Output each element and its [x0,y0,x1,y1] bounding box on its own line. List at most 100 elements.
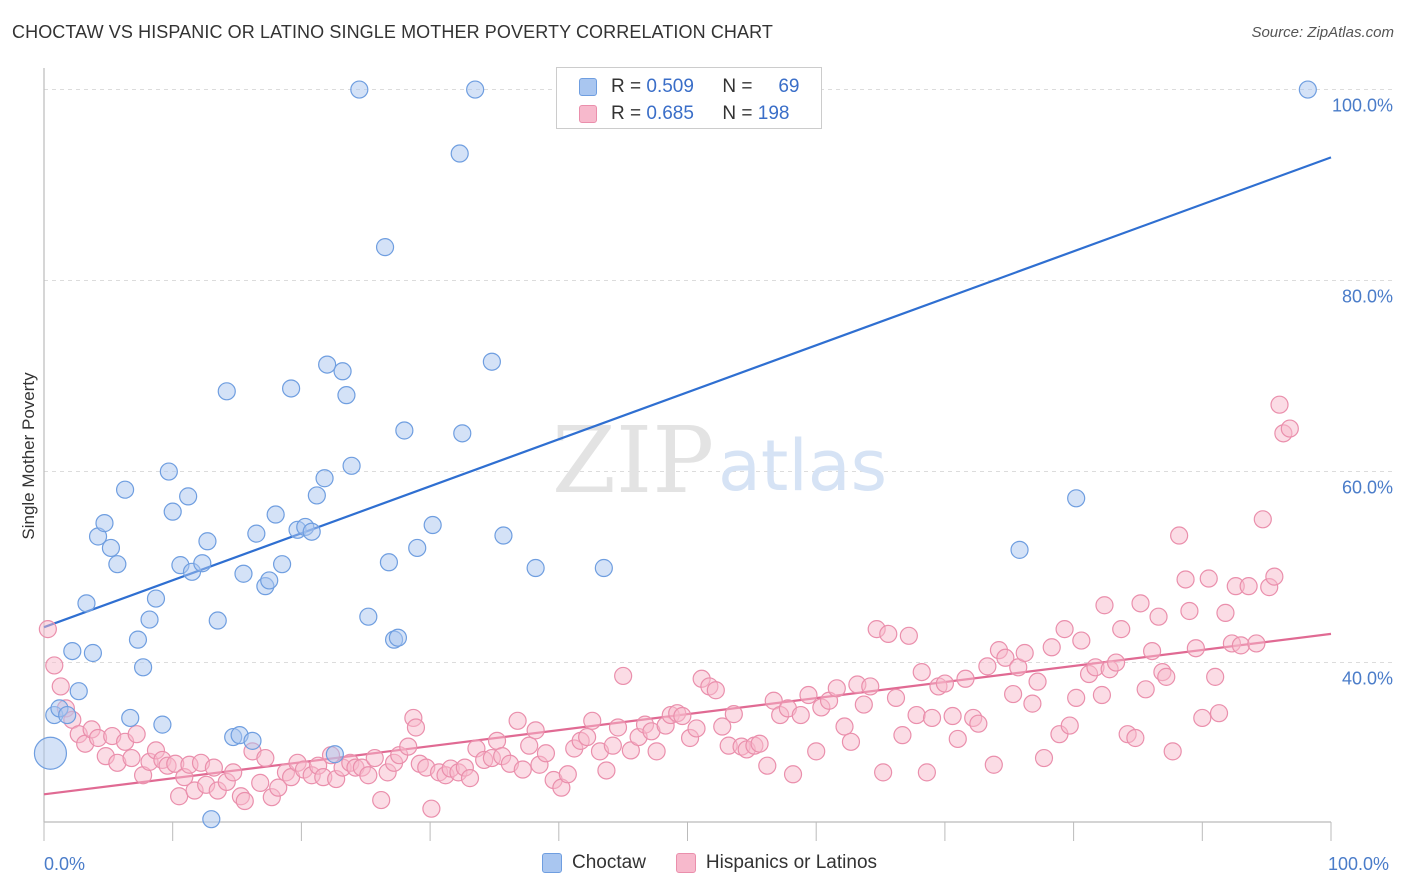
hispanic-point[interactable] [1095,596,1114,615]
choctaw-point[interactable] [260,571,279,590]
hispanic-point[interactable] [1023,694,1042,713]
hispanic-point[interactable] [487,731,507,750]
choctaw-point[interactable] [307,486,326,505]
hispanic-point[interactable] [1239,577,1258,596]
hispanic-point[interactable] [706,681,725,700]
choctaw-point[interactable] [217,382,236,401]
hispanic-point[interactable] [536,744,556,763]
hispanic-point[interactable] [269,778,288,797]
hispanic-point[interactable] [807,742,826,761]
choctaw-point[interactable] [198,532,217,551]
hispanic-point[interactable] [647,742,666,761]
hispanic-point[interactable] [724,705,743,724]
choctaw-point[interactable] [179,487,198,506]
hispanic-point[interactable] [948,729,967,749]
choctaw-point[interactable] [83,643,103,663]
hispanic-point[interactable] [51,677,70,696]
choctaw-point[interactable] [1010,540,1029,559]
choctaw-point[interactable] [133,658,153,677]
hispanic-point[interactable] [1042,638,1061,657]
hispanic-point[interactable] [1206,667,1225,686]
choctaw-point[interactable] [342,456,361,475]
choctaw-point[interactable] [159,462,178,481]
hispanic-point[interactable] [1270,395,1289,414]
hispanic-point[interactable] [1112,620,1131,639]
hispanic-point[interactable] [399,737,418,756]
hispanic-point[interactable] [365,748,384,768]
hispanic-point[interactable] [984,755,1003,774]
legend-item-hispanics[interactable]: Hispanics or Latinos [675,852,877,874]
hispanic-point[interactable] [978,657,997,676]
choctaw-point[interactable] [247,524,266,543]
choctaw-point[interactable] [69,682,88,701]
choctaw-point[interactable] [379,553,399,572]
choctaw-point[interactable] [208,611,227,630]
hispanic-point[interactable] [1136,680,1155,699]
hispanic-point[interactable] [578,727,597,747]
choctaw-point[interactable] [302,522,321,541]
hispanic-point[interactable] [1186,639,1205,658]
choctaw-point[interactable] [359,607,378,626]
choctaw-point[interactable] [350,80,369,99]
hispanic-point[interactable] [1180,601,1199,621]
choctaw-point[interactable] [337,386,356,405]
choctaw-point[interactable] [375,238,395,257]
choctaw-point[interactable] [115,480,135,499]
choctaw-point[interactable] [388,628,408,647]
hispanic-point[interactable] [520,736,539,755]
choctaw-point[interactable] [482,352,501,371]
hispanic-point[interactable] [783,765,803,784]
hispanic-point[interactable] [1247,634,1266,653]
hispanic-point[interactable] [1253,510,1272,529]
choctaw-point[interactable] [101,538,121,558]
legend-item-choctaw[interactable]: Choctaw [542,852,646,874]
hispanic-point[interactable] [1209,704,1229,723]
hispanic-point[interactable] [1060,716,1079,735]
choctaw-point[interactable] [95,514,114,533]
choctaw-point[interactable] [77,594,96,613]
choctaw-point[interactable] [108,555,127,574]
choctaw-point[interactable] [1067,489,1086,508]
hispanic-point[interactable] [1157,667,1176,686]
hispanic-point[interactable] [204,758,223,777]
choctaw-point[interactable] [494,526,513,545]
hispanic-point[interactable] [861,677,880,696]
hispanic-point[interactable] [1028,672,1047,691]
hispanic-point[interactable] [1199,569,1218,588]
hispanic-point[interactable] [943,706,962,726]
hispanic-point[interactable] [513,760,532,779]
hispanic-point[interactable] [854,695,873,714]
choctaw-point[interactable] [140,610,159,629]
hispanic-point[interactable] [170,787,189,806]
choctaw-point[interactable] [453,424,472,443]
choctaw-point[interactable] [128,630,148,649]
hispanic-point[interactable] [38,620,57,639]
hispanic-point[interactable] [1072,631,1091,650]
hispanic-point[interactable] [886,688,906,707]
choctaw-point[interactable] [202,810,221,829]
hispanic-point[interactable] [750,734,769,753]
choctaw-point[interactable] [63,641,82,661]
hispanic-point[interactable] [1092,685,1112,705]
hispanic-point[interactable] [608,718,628,737]
hispanic-point[interactable] [603,736,622,755]
hispanic-point[interactable] [1004,684,1023,704]
hispanic-point[interactable] [899,626,918,645]
hispanic-point[interactable] [1015,643,1034,663]
hispanic-point[interactable] [912,662,931,682]
choctaw-point[interactable] [325,745,344,764]
hispanic-point[interactable] [1216,603,1235,622]
hispanic-point[interactable] [1170,526,1189,545]
hispanic-point[interactable] [879,624,898,644]
choctaw-point[interactable] [163,502,182,521]
choctaw-point[interactable] [408,538,427,558]
hispanic-point[interactable] [614,666,633,686]
hispanic-point[interactable] [1280,419,1299,438]
choctaw-point[interactable] [153,715,172,734]
choctaw-point[interactable] [243,731,262,750]
hispanic-point[interactable] [558,765,577,784]
choctaw-point[interactable] [234,564,253,583]
choctaw-point[interactable] [318,355,337,374]
choctaw-point[interactable] [282,379,301,398]
hispanic-point[interactable] [874,763,893,782]
